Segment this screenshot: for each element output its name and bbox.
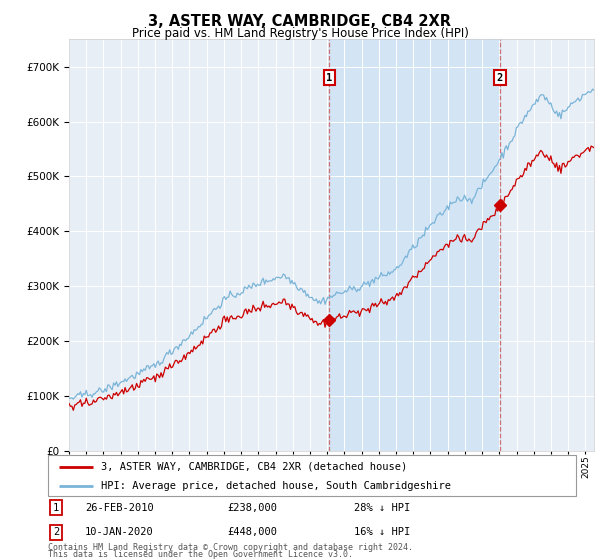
Text: 16% ↓ HPI: 16% ↓ HPI — [354, 527, 410, 537]
Text: Price paid vs. HM Land Registry's House Price Index (HPI): Price paid vs. HM Land Registry's House … — [131, 27, 469, 40]
Text: 10-JAN-2020: 10-JAN-2020 — [85, 527, 154, 537]
Text: 1: 1 — [53, 502, 59, 512]
Text: £448,000: £448,000 — [227, 527, 278, 537]
Text: 2: 2 — [497, 73, 503, 83]
Bar — [329, 39, 500, 451]
Text: 26-FEB-2010: 26-FEB-2010 — [85, 502, 154, 512]
Text: HPI: Average price, detached house, South Cambridgeshire: HPI: Average price, detached house, Sout… — [101, 480, 451, 491]
Text: £238,000: £238,000 — [227, 502, 278, 512]
Text: 28% ↓ HPI: 28% ↓ HPI — [354, 502, 410, 512]
Text: 3, ASTER WAY, CAMBRIDGE, CB4 2XR (detached house): 3, ASTER WAY, CAMBRIDGE, CB4 2XR (detach… — [101, 461, 407, 472]
Text: Contains HM Land Registry data © Crown copyright and database right 2024.: Contains HM Land Registry data © Crown c… — [48, 543, 413, 552]
Text: 2: 2 — [53, 527, 59, 537]
Text: This data is licensed under the Open Government Licence v3.0.: This data is licensed under the Open Gov… — [48, 550, 353, 559]
Text: 3, ASTER WAY, CAMBRIDGE, CB4 2XR: 3, ASTER WAY, CAMBRIDGE, CB4 2XR — [149, 14, 452, 29]
Text: 1: 1 — [326, 73, 332, 83]
